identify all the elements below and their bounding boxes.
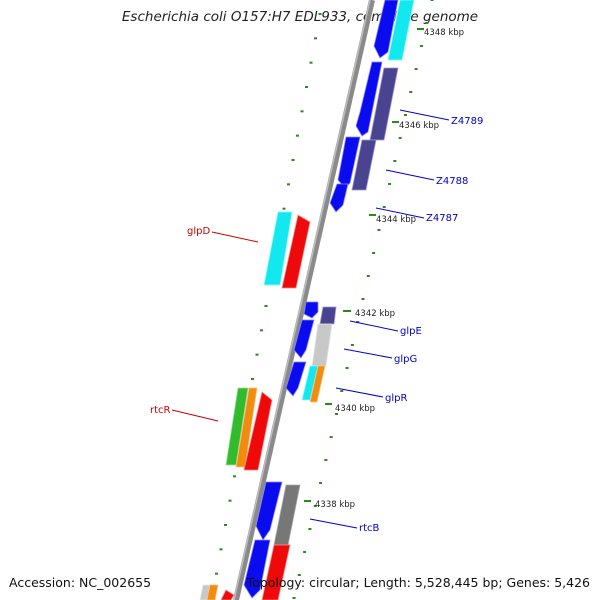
gene-label-rtcb[interactable]: rtcB xyxy=(359,523,380,534)
genome-backbone-highlight xyxy=(233,0,371,600)
gene-arrow[interactable] xyxy=(373,0,399,59)
kbp-label: 4338 kbp xyxy=(315,500,355,510)
kbp-label: 4340 kbp xyxy=(335,404,375,414)
kbp-ticks: 4348 kbp 4346 kbp 4344 kbp 4342 kbp 4340… xyxy=(304,28,464,510)
gene-arrow[interactable] xyxy=(329,183,349,213)
gene-label-glpg[interactable]: glpG xyxy=(394,354,417,365)
leader-line xyxy=(399,109,450,121)
gene-arrow[interactable] xyxy=(369,67,399,141)
gene-arrow[interactable] xyxy=(281,214,311,289)
leader-line xyxy=(385,169,435,181)
kbp-label: 4344 kbp xyxy=(376,215,416,225)
leader-line xyxy=(309,518,358,529)
gene-label-z4787[interactable]: Z4787 xyxy=(426,213,458,224)
gene-arrow[interactable] xyxy=(319,306,337,325)
kbp-label: 4348 kbp xyxy=(424,28,464,38)
gene-arrow[interactable] xyxy=(243,539,271,599)
accession-label: Accession: NC_002655 xyxy=(9,575,152,590)
gene-arrow[interactable] xyxy=(206,584,219,600)
gene-arrow[interactable] xyxy=(301,365,319,401)
gene-label-glpe[interactable]: glpE xyxy=(400,326,422,337)
genome-summary: Topology: circular; Length: 5,528,445 bp… xyxy=(246,575,590,590)
kbp-label: 4346 kbp xyxy=(399,121,439,131)
leader-line xyxy=(375,207,425,219)
gene-arrow[interactable] xyxy=(220,589,235,600)
gene-label-rtcr[interactable]: rtcR xyxy=(150,405,171,416)
reverse-genes xyxy=(199,211,311,600)
leader-line xyxy=(343,348,393,359)
gene-leaders xyxy=(171,109,450,529)
forward-genes xyxy=(243,0,415,600)
gene-arrow[interactable] xyxy=(243,391,273,471)
gene-arrow[interactable] xyxy=(311,323,333,367)
kbp-label: 4342 kbp xyxy=(355,309,395,319)
gene-arrow[interactable] xyxy=(255,481,283,541)
gene-labels: Z4789 Z4788 Z4787 glpE glpG glpR rtcB gl… xyxy=(150,116,483,534)
gene-label-z4788[interactable]: Z4788 xyxy=(436,176,468,187)
gene-arrow[interactable] xyxy=(293,319,315,359)
gene-arrow[interactable] xyxy=(261,544,291,600)
gene-arrow[interactable] xyxy=(263,211,293,286)
leader-line xyxy=(335,387,384,398)
leader-line xyxy=(349,320,399,332)
gene-arrow[interactable] xyxy=(387,0,415,61)
gene-label-z4789[interactable]: Z4789 xyxy=(451,116,483,127)
gene-arrow[interactable] xyxy=(303,301,319,319)
leader-line xyxy=(171,409,219,422)
leader-line xyxy=(211,231,259,243)
inner-tick-ring xyxy=(292,0,434,599)
genome-backbone xyxy=(233,0,375,600)
gene-label-glpd[interactable]: glpD xyxy=(187,226,210,237)
gene-label-glpr[interactable]: glpR xyxy=(385,393,407,404)
gene-arrow[interactable] xyxy=(351,139,377,191)
gene-arrow[interactable] xyxy=(285,361,307,397)
gene-arrow[interactable] xyxy=(355,61,383,137)
gene-arrow[interactable] xyxy=(309,365,326,403)
